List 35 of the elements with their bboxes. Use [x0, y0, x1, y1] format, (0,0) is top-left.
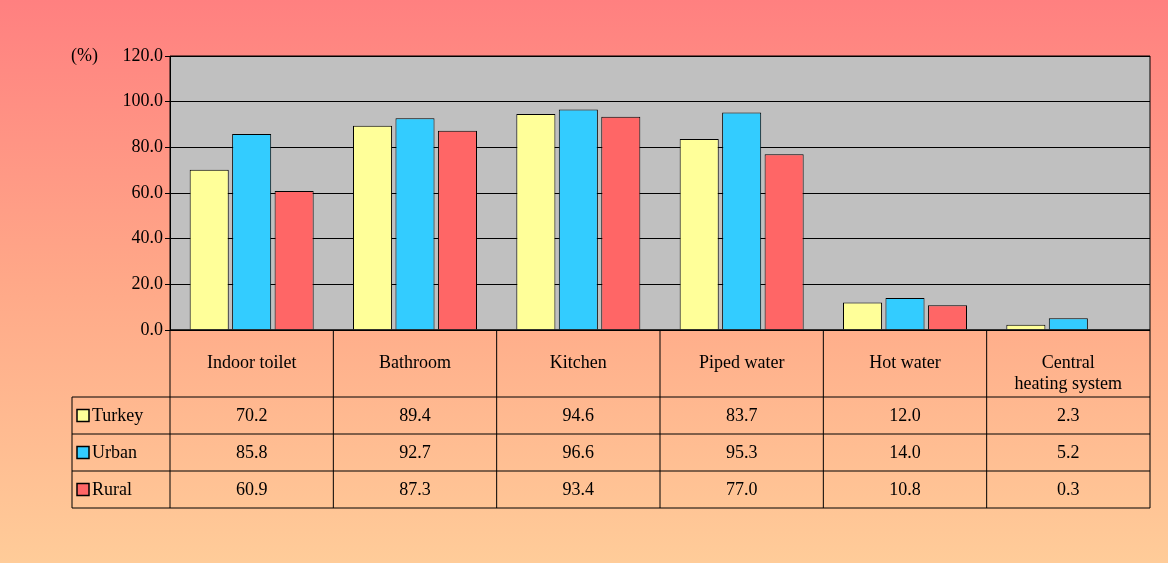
y-tick-label: 100.0	[122, 90, 163, 111]
data-label: 5.2	[1057, 442, 1080, 463]
data-label: 77.0	[725, 479, 758, 500]
x-tick-label: Central heating system	[1014, 351, 1123, 394]
data-label: 60.9	[235, 479, 268, 500]
data-label: 87.3	[399, 479, 431, 500]
x-tick-label: Indoor toilet	[206, 351, 297, 372]
y-tick-label: 60.0	[131, 181, 163, 202]
legend-label: Rural	[92, 479, 132, 500]
y-tick-label: 120.0	[122, 44, 163, 65]
data-label: 12.0	[889, 405, 921, 426]
legend-label: Turkey	[92, 405, 144, 426]
data-label: 2.3	[1057, 405, 1080, 426]
x-tick-label: Piped water	[698, 351, 785, 372]
data-label: 0.3	[1057, 479, 1080, 500]
y-tick-label: 40.0	[131, 227, 163, 248]
x-tick-label: Hot water	[869, 351, 941, 372]
data-label: 85.8	[235, 442, 268, 463]
data-label: 96.6	[562, 442, 595, 463]
data-label: 92.7	[399, 442, 431, 463]
data-label: 10.8	[889, 479, 921, 500]
data-label: 70.2	[235, 405, 268, 426]
y-tick-label: 20.0	[131, 273, 163, 294]
data-label: 14.0	[889, 442, 921, 463]
x-tick-label: Bathroom	[379, 351, 451, 372]
y-tick-label: 0.0	[140, 318, 163, 339]
data-label: 93.4	[562, 479, 595, 500]
y-axis-title: (%)	[71, 44, 98, 66]
legend-label: Urban	[92, 442, 137, 463]
y-tick-label: 80.0	[131, 136, 163, 157]
data-label: 95.3	[725, 442, 758, 463]
data-label: 83.7	[725, 405, 758, 426]
data-label: 94.6	[562, 405, 595, 426]
data-label: 89.4	[399, 405, 431, 426]
x-tick-label: Kitchen	[549, 351, 607, 372]
